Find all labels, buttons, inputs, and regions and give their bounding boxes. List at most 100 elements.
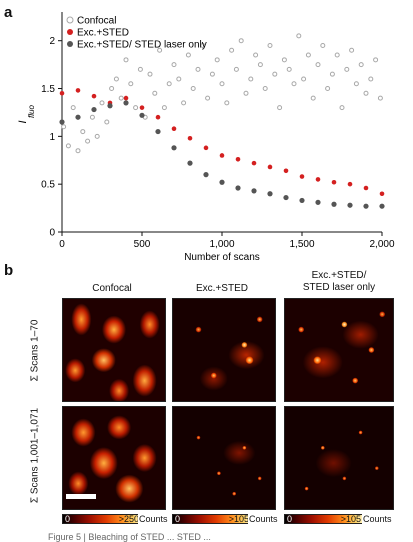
series-2-point (123, 100, 129, 106)
legend-marker-1 (67, 29, 73, 35)
colorbar-exc-sted-laser-only-max: >105 (340, 514, 361, 524)
series-0-point (349, 47, 355, 53)
series-2-point (283, 194, 289, 201)
series-0-point (267, 42, 273, 48)
series-1-point (139, 105, 145, 110)
series-0-point (329, 71, 335, 77)
series-0-point (65, 143, 71, 149)
series-2-point (267, 191, 273, 197)
series-0-point (248, 76, 254, 82)
colorbar-confocal-max: >250 (118, 514, 139, 524)
series-1-point (91, 93, 97, 99)
series-2-point (347, 202, 353, 208)
series-1-point (187, 135, 193, 141)
series-1-point (235, 157, 241, 162)
series-0-point (118, 95, 124, 101)
series-0-point (190, 86, 196, 92)
row-label-scans-1001-1071: Σ Scans 1,001–1,071 (29, 407, 41, 504)
series-0-point (214, 57, 220, 63)
series-1-point (379, 191, 385, 197)
series-0-point (181, 100, 187, 106)
series-2-point (331, 201, 337, 207)
row-label-scans-1-70: Σ Scans 1–70 (29, 319, 41, 382)
series-0-point (200, 42, 206, 48)
series-1-point (155, 114, 161, 120)
y-tick-label: 1.5 (41, 84, 55, 95)
series-0-point (291, 81, 297, 87)
series-1-point (59, 91, 65, 96)
series-1-point (75, 88, 81, 93)
series-0-point (344, 66, 350, 72)
column-title-exc-sted: Exc.+STED (196, 283, 248, 294)
series-0-point (301, 76, 307, 82)
series-0-point (353, 81, 359, 87)
y-tick-label: 2 (49, 36, 55, 47)
series-2-point (299, 197, 305, 204)
series-0-point (229, 47, 235, 53)
series-0-point (219, 81, 225, 87)
colorbar-confocal-min: 0 (65, 514, 71, 524)
series-1-point (283, 168, 289, 174)
series-0-point (137, 66, 143, 72)
series-0-point (171, 62, 177, 68)
series-0-point (358, 62, 364, 68)
series-0-point (205, 95, 211, 101)
series-0-point (209, 71, 215, 77)
x-tick-label: 500 (134, 239, 151, 250)
series-0-point (272, 71, 278, 77)
series-0-point (99, 100, 105, 106)
series-0-point (325, 86, 331, 92)
colorbar-exc-sted-min: 0 (175, 514, 181, 524)
series-0-point (94, 133, 100, 139)
series-1-point (251, 160, 257, 166)
series-0-point (61, 124, 67, 130)
series-0-point (75, 148, 81, 154)
series-0-point (85, 138, 91, 144)
series-1-point (219, 153, 225, 158)
counts-label-exc-sted-laser-only: Counts (362, 514, 393, 524)
series-1-point (171, 126, 177, 131)
series-0-point (195, 66, 201, 72)
series-0-point (166, 81, 172, 87)
y-axis-label: I (17, 120, 29, 123)
series-0-point (152, 90, 158, 96)
colorbar-exc-sted: 0 >105 (172, 514, 252, 524)
series-0-point (315, 62, 321, 68)
series-0-point (320, 42, 326, 48)
series-1-point (363, 185, 369, 191)
x-tick-label: 1,000 (209, 239, 234, 250)
legend-marker-2 (67, 41, 73, 47)
series-0-point (133, 105, 139, 111)
series-1-point (315, 177, 321, 182)
series-0-point (281, 57, 287, 63)
series-2-point (251, 188, 257, 194)
series-2-point (363, 203, 369, 209)
series-2-point (155, 128, 161, 135)
series-2-point (203, 172, 209, 178)
series-0-point (286, 66, 292, 72)
counts-label-exc-sted: Counts (248, 514, 279, 524)
series-0-point (104, 119, 110, 125)
series-0-point (128, 81, 134, 87)
series-0-point (277, 105, 283, 111)
figure-caption-fragment: Figure 5 | Bleaching of STED ... STED ..… (48, 532, 211, 542)
series-2-point (315, 199, 321, 205)
legend-marker-0 (66, 16, 74, 24)
legend-label-1: Exc.+STED (77, 28, 129, 39)
y-axis-label-subscript: fluo (27, 105, 36, 118)
x-tick-label: 1,500 (289, 239, 314, 250)
series-2-point (379, 203, 385, 209)
series-0-point (334, 52, 340, 58)
colorbar-confocal: 0 >250 (62, 514, 142, 524)
series-1-point (123, 95, 129, 101)
series-2-point (107, 103, 113, 109)
series-1-point (267, 164, 273, 170)
colorbar-exc-sted-max: >105 (228, 514, 249, 524)
series-0-point (224, 100, 230, 106)
series-1-point (347, 181, 353, 187)
micrograph-confocal-early (62, 298, 166, 402)
series-2-point (139, 112, 145, 118)
series-0-point (80, 129, 86, 135)
x-tick-label: 2,000 (369, 239, 394, 250)
series-0-point (157, 47, 163, 53)
